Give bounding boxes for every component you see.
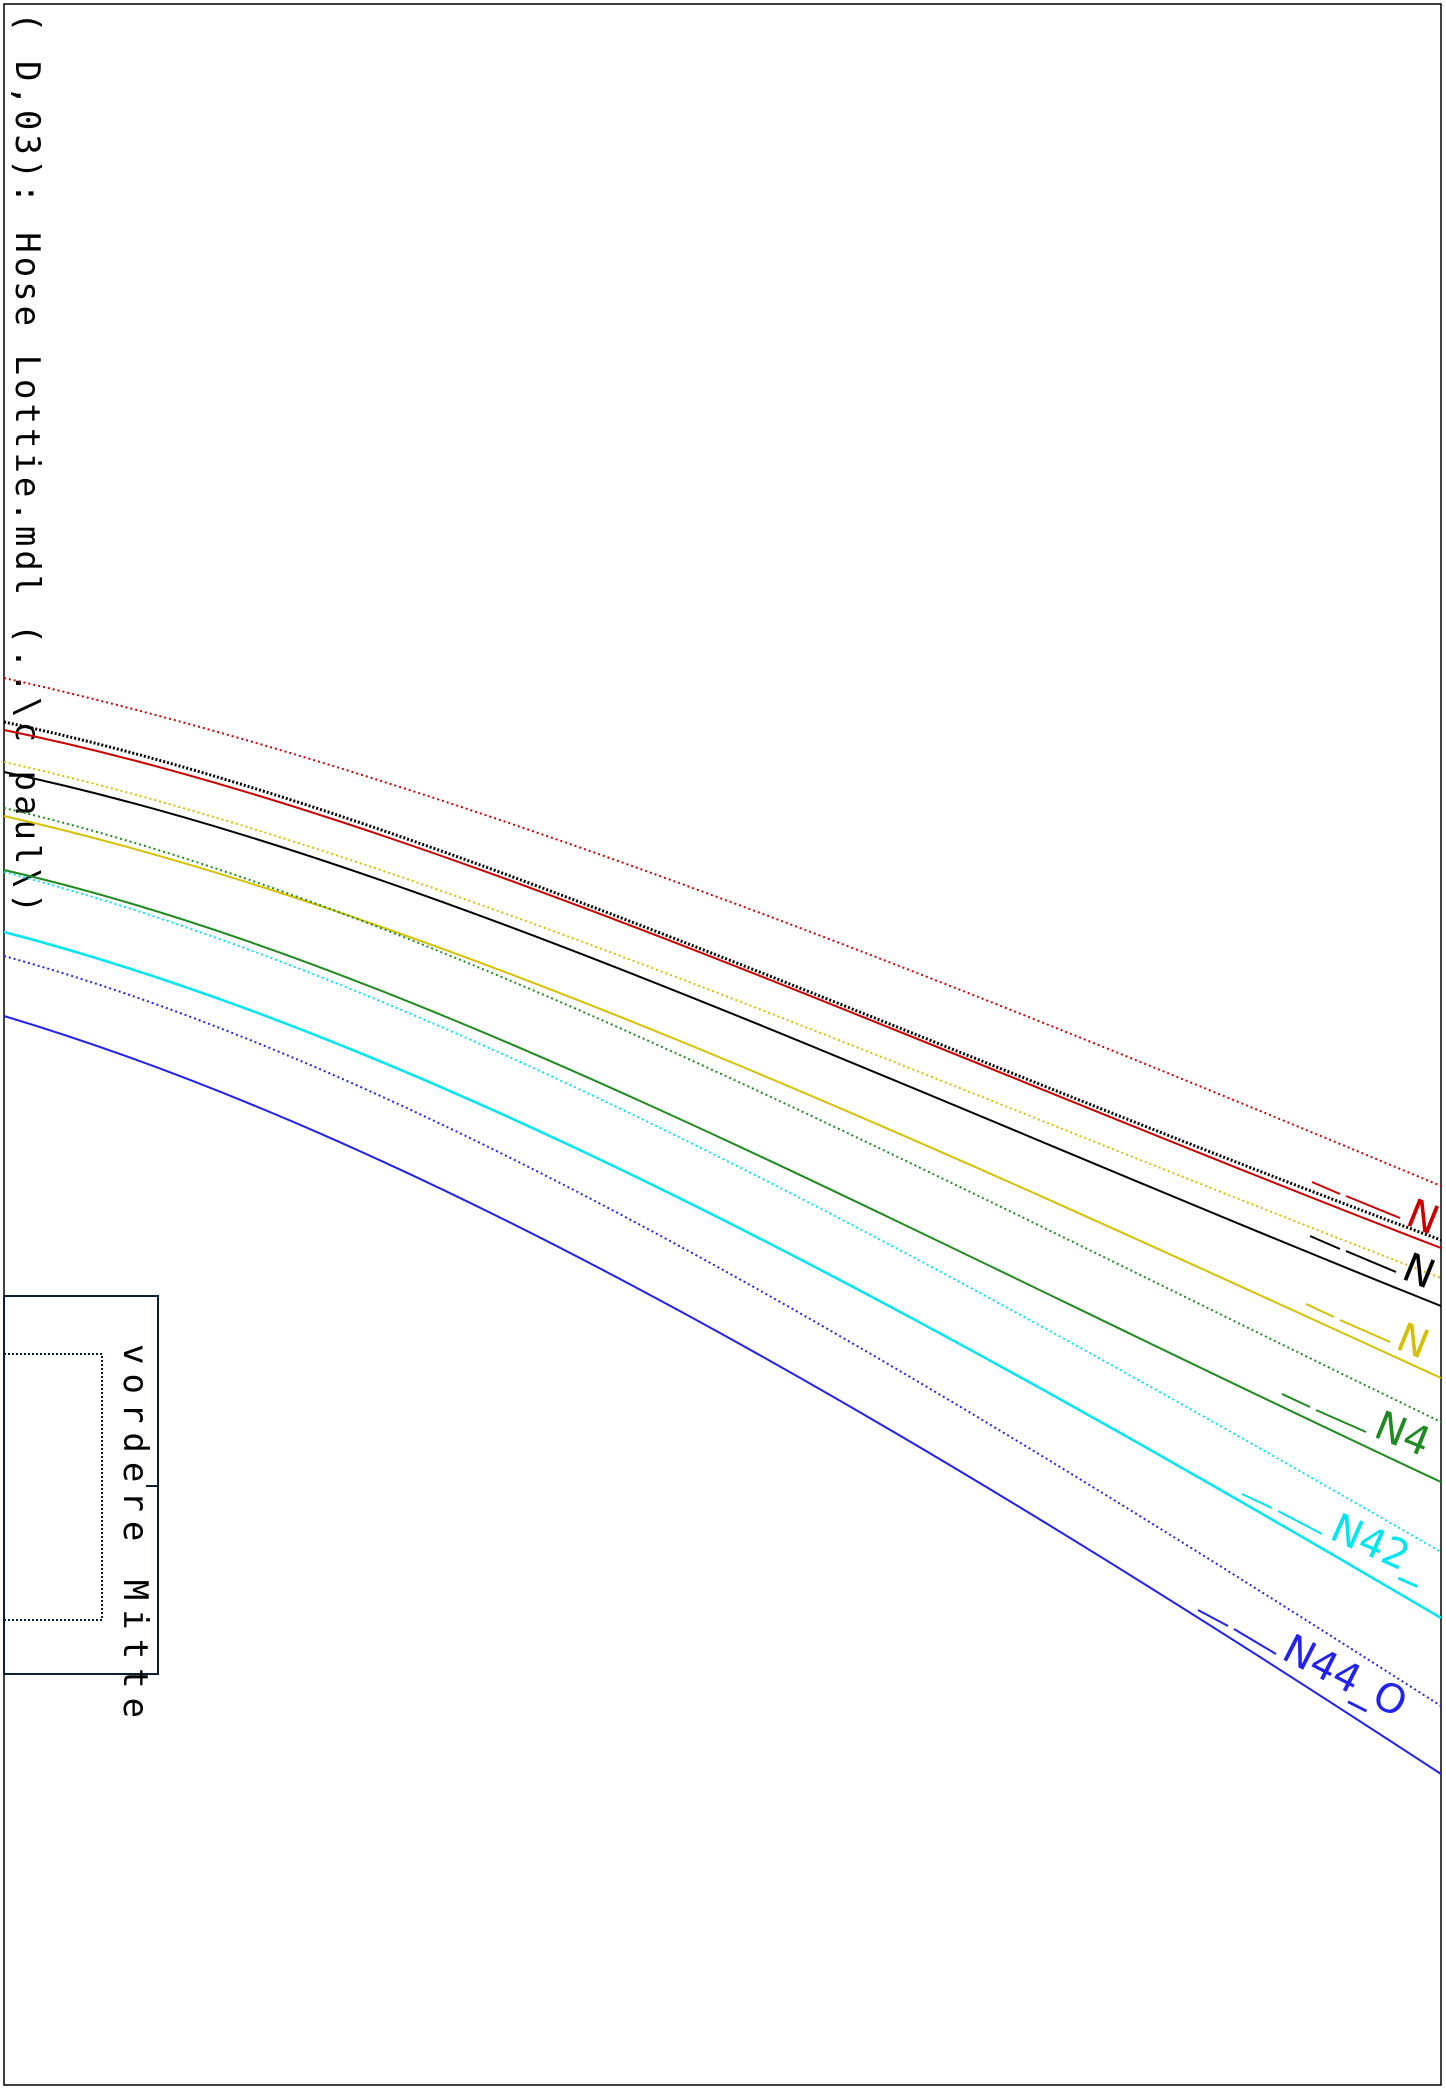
cyan-dotted-curve [3, 871, 1442, 1553]
label-cyan: N42_ [1241, 1493, 1436, 1589]
green-solid-curve [3, 869, 1442, 1483]
label-yellow: N [1305, 1303, 1435, 1369]
label-blue: N44_O [1197, 1609, 1414, 1727]
front-center-piece: vordere Mitte [3, 1295, 159, 1727]
sheet-border [3, 3, 1442, 2086]
label-red-text: N [1400, 1191, 1445, 1245]
label-black: N [1309, 1235, 1441, 1298]
piece-inner-dotted [3, 1353, 103, 1621]
black-dotted-curve [3, 720, 1442, 1242]
label-green: N4 [1281, 1393, 1437, 1466]
label-green-text: N4 [1368, 1403, 1437, 1466]
blue-dotted-curve [3, 955, 1442, 1707]
piece-label: vordere Mitte [115, 1344, 155, 1727]
red-solid-curve [3, 729, 1442, 1249]
blue-solid-curve [3, 1015, 1442, 1775]
label-cyan-text: N42_ [1324, 1505, 1436, 1588]
cyan-solid-curve [3, 930, 1442, 1620]
label-yellow-text: N [1390, 1315, 1435, 1369]
yellow-dotted-curve [3, 761, 1442, 1279]
green-dotted-curve [3, 807, 1442, 1423]
file-title: ( D,03): Hose Lottie.mdl (..\c paul\) [7, 12, 47, 917]
yellow-solid-curve [3, 815, 1442, 1379]
black-solid-curve [3, 771, 1442, 1307]
